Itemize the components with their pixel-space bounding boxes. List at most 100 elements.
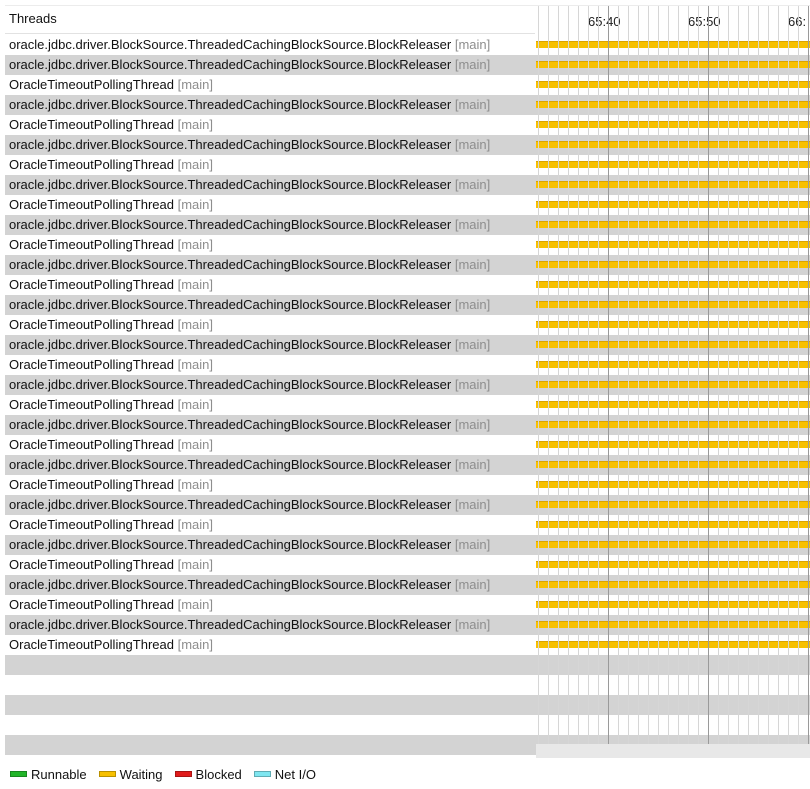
- empty-row: [5, 715, 810, 735]
- thread-timeline-track: [536, 535, 810, 555]
- legend-swatch: [10, 771, 27, 777]
- thread-name: oracle.jdbc.driver.BlockSource.ThreadedC…: [9, 578, 490, 592]
- time-tick-label: 65:40: [588, 14, 621, 29]
- thread-name-text: oracle.jdbc.driver.BlockSource.ThreadedC…: [9, 97, 452, 112]
- thread-row[interactable]: oracle.jdbc.driver.BlockSource.ThreadedC…: [5, 175, 810, 195]
- thread-row[interactable]: oracle.jdbc.driver.BlockSource.ThreadedC…: [5, 135, 810, 155]
- thread-row[interactable]: OracleTimeoutPollingThread [main]: [5, 595, 810, 615]
- legend-item: Net I/O: [253, 767, 316, 782]
- thread-state-bar: [536, 461, 810, 468]
- thread-row[interactable]: OracleTimeoutPollingThread [main]: [5, 315, 810, 335]
- thread-group: [main]: [454, 537, 491, 552]
- thread-timeline-track: [536, 575, 810, 595]
- thread-group: [main]: [177, 157, 214, 172]
- thread-state-bar: [536, 481, 810, 488]
- thread-timeline-track: [536, 275, 810, 295]
- thread-row[interactable]: OracleTimeoutPollingThread [main]: [5, 515, 810, 535]
- thread-timeline-track: [536, 635, 810, 655]
- thread-name-text: oracle.jdbc.driver.BlockSource.ThreadedC…: [9, 297, 452, 312]
- thread-timeline-track: [536, 315, 810, 335]
- thread-name: oracle.jdbc.driver.BlockSource.ThreadedC…: [9, 178, 490, 192]
- thread-row[interactable]: OracleTimeoutPollingThread [main]: [5, 155, 810, 175]
- thread-group: [main]: [454, 57, 491, 72]
- thread-timeline-track: [536, 435, 810, 455]
- thread-group: [main]: [177, 397, 214, 412]
- thread-row[interactable]: OracleTimeoutPollingThread [main]: [5, 635, 810, 655]
- thread-row[interactable]: oracle.jdbc.driver.BlockSource.ThreadedC…: [5, 255, 810, 275]
- thread-timeline-track: [536, 215, 810, 235]
- thread-row[interactable]: oracle.jdbc.driver.BlockSource.ThreadedC…: [5, 55, 810, 75]
- thread-name: OracleTimeoutPollingThread [main]: [9, 318, 213, 332]
- thread-row[interactable]: oracle.jdbc.driver.BlockSource.ThreadedC…: [5, 615, 810, 635]
- thread-state-bar: [536, 641, 810, 648]
- thread-name: oracle.jdbc.driver.BlockSource.ThreadedC…: [9, 218, 490, 232]
- thread-name: oracle.jdbc.driver.BlockSource.ThreadedC…: [9, 498, 490, 512]
- thread-list: oracle.jdbc.driver.BlockSource.ThreadedC…: [5, 35, 810, 755]
- thread-name-text: oracle.jdbc.driver.BlockSource.ThreadedC…: [9, 417, 452, 432]
- thread-timeline-track: [536, 35, 810, 55]
- thread-row[interactable]: oracle.jdbc.driver.BlockSource.ThreadedC…: [5, 95, 810, 115]
- thread-timeline-track: [536, 555, 810, 575]
- thread-row[interactable]: oracle.jdbc.driver.BlockSource.ThreadedC…: [5, 415, 810, 435]
- thread-name: OracleTimeoutPollingThread [main]: [9, 358, 213, 372]
- thread-group: [main]: [454, 37, 491, 52]
- thread-name-text: OracleTimeoutPollingThread: [9, 437, 174, 452]
- thread-name: oracle.jdbc.driver.BlockSource.ThreadedC…: [9, 418, 490, 432]
- thread-row[interactable]: OracleTimeoutPollingThread [main]: [5, 555, 810, 575]
- thread-name: oracle.jdbc.driver.BlockSource.ThreadedC…: [9, 258, 490, 272]
- thread-state-bar: [536, 361, 810, 368]
- thread-row[interactable]: oracle.jdbc.driver.BlockSource.ThreadedC…: [5, 575, 810, 595]
- thread-name: oracle.jdbc.driver.BlockSource.ThreadedC…: [9, 538, 490, 552]
- thread-row[interactable]: oracle.jdbc.driver.BlockSource.ThreadedC…: [5, 295, 810, 315]
- thread-state-bar: [536, 421, 810, 428]
- thread-row[interactable]: oracle.jdbc.driver.BlockSource.ThreadedC…: [5, 375, 810, 395]
- thread-timeline-track: [536, 235, 810, 255]
- thread-row[interactable]: oracle.jdbc.driver.BlockSource.ThreadedC…: [5, 35, 810, 55]
- thread-name-text: oracle.jdbc.driver.BlockSource.ThreadedC…: [9, 177, 452, 192]
- empty-row: [5, 655, 810, 675]
- thread-name: OracleTimeoutPollingThread [main]: [9, 158, 213, 172]
- thread-name: OracleTimeoutPollingThread [main]: [9, 598, 213, 612]
- thread-row[interactable]: oracle.jdbc.driver.BlockSource.ThreadedC…: [5, 495, 810, 515]
- thread-row[interactable]: oracle.jdbc.driver.BlockSource.ThreadedC…: [5, 535, 810, 555]
- thread-state-bar: [536, 61, 810, 68]
- thread-name-text: OracleTimeoutPollingThread: [9, 357, 174, 372]
- thread-group: [main]: [454, 297, 491, 312]
- thread-timeline-track: [536, 355, 810, 375]
- thread-row[interactable]: OracleTimeoutPollingThread [main]: [5, 195, 810, 215]
- thread-group: [main]: [177, 197, 214, 212]
- thread-name-text: OracleTimeoutPollingThread: [9, 397, 174, 412]
- thread-name-text: OracleTimeoutPollingThread: [9, 157, 174, 172]
- thread-row[interactable]: OracleTimeoutPollingThread [main]: [5, 115, 810, 135]
- thread-timeline-track: [536, 495, 810, 515]
- thread-row[interactable]: oracle.jdbc.driver.BlockSource.ThreadedC…: [5, 455, 810, 475]
- thread-row[interactable]: oracle.jdbc.driver.BlockSource.ThreadedC…: [5, 335, 810, 355]
- thread-row[interactable]: OracleTimeoutPollingThread [main]: [5, 475, 810, 495]
- thread-name-text: OracleTimeoutPollingThread: [9, 557, 174, 572]
- thread-timeline-track: [536, 595, 810, 615]
- thread-name: OracleTimeoutPollingThread [main]: [9, 438, 213, 452]
- thread-row[interactable]: OracleTimeoutPollingThread [main]: [5, 435, 810, 455]
- thread-group: [main]: [177, 117, 214, 132]
- thread-name: OracleTimeoutPollingThread [main]: [9, 518, 213, 532]
- thread-row[interactable]: oracle.jdbc.driver.BlockSource.ThreadedC…: [5, 215, 810, 235]
- thread-group: [main]: [454, 457, 491, 472]
- thread-state-bar: [536, 521, 810, 528]
- thread-row[interactable]: OracleTimeoutPollingThread [main]: [5, 75, 810, 95]
- thread-name: oracle.jdbc.driver.BlockSource.ThreadedC…: [9, 378, 490, 392]
- thread-row[interactable]: OracleTimeoutPollingThread [main]: [5, 395, 810, 415]
- thread-state-bar: [536, 301, 810, 308]
- thread-timeline-track: [536, 455, 810, 475]
- thread-timeline-track: [536, 415, 810, 435]
- thread-timeline-track: [536, 615, 810, 635]
- thread-row[interactable]: OracleTimeoutPollingThread [main]: [5, 275, 810, 295]
- thread-row[interactable]: OracleTimeoutPollingThread [main]: [5, 355, 810, 375]
- thread-group: [main]: [177, 437, 214, 452]
- thread-name-text: oracle.jdbc.driver.BlockSource.ThreadedC…: [9, 257, 452, 272]
- thread-group: [main]: [177, 517, 214, 532]
- thread-name: oracle.jdbc.driver.BlockSource.ThreadedC…: [9, 58, 490, 72]
- thread-group: [main]: [177, 277, 214, 292]
- timeline-scroll-area[interactable]: [536, 744, 810, 758]
- thread-name-text: oracle.jdbc.driver.BlockSource.ThreadedC…: [9, 457, 452, 472]
- thread-row[interactable]: OracleTimeoutPollingThread [main]: [5, 235, 810, 255]
